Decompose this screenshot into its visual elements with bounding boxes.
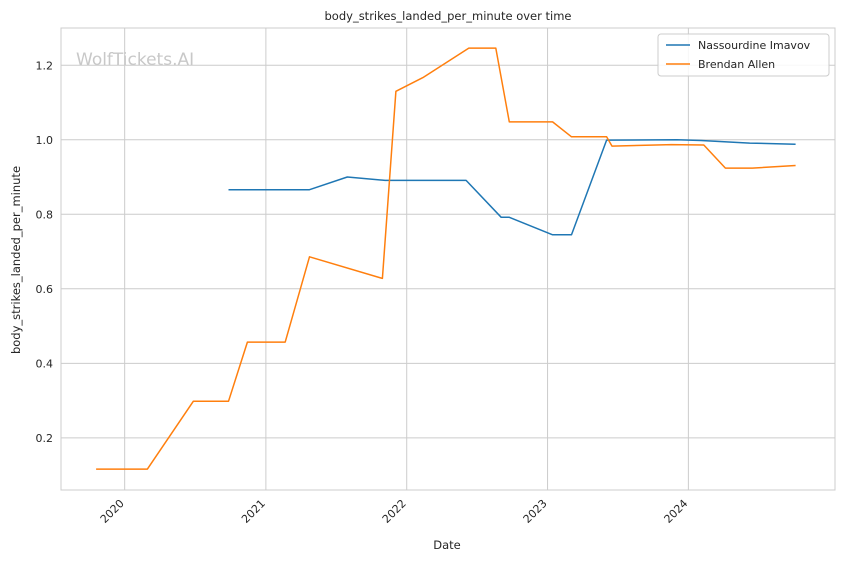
- legend: Nassourdine Imavov Brendan Allen: [657, 33, 830, 77]
- legend-label-brendan-allen: Brendan Allen: [698, 58, 775, 71]
- plot-area: [60, 27, 836, 491]
- chart-title: body_strikes_landed_per_minute over time: [325, 9, 572, 23]
- y-axis-title: body_strikes_landed_per_minute: [9, 166, 23, 354]
- y-tick-label: 0.8: [36, 208, 54, 221]
- series-line-nassourdine-imavov: [228, 139, 796, 236]
- y-tick-label: 0.2: [36, 432, 54, 445]
- x-tick-label: 2020: [98, 497, 127, 526]
- legend-box: [657, 33, 830, 77]
- watermark-text: WolfTickets.AI: [76, 50, 194, 70]
- series-lines: [96, 47, 796, 470]
- y-tick-label: 1.2: [36, 59, 54, 72]
- y-tick-label: 1.0: [36, 134, 54, 147]
- y-tick-label: 0.6: [36, 283, 54, 296]
- x-tick-label: 2021: [239, 497, 268, 526]
- series-line-brendan-allen: [96, 47, 796, 470]
- y-tick-label: 0.4: [36, 357, 54, 370]
- x-tick-label: 2024: [662, 497, 691, 526]
- x-axis-title: Date: [433, 538, 461, 552]
- x-tick-label: 2022: [380, 497, 409, 526]
- grid-lines: [61, 28, 835, 490]
- legend-label-nassourdine-imavov: Nassourdine Imavov: [698, 39, 811, 52]
- x-tick-label: 2023: [521, 497, 550, 526]
